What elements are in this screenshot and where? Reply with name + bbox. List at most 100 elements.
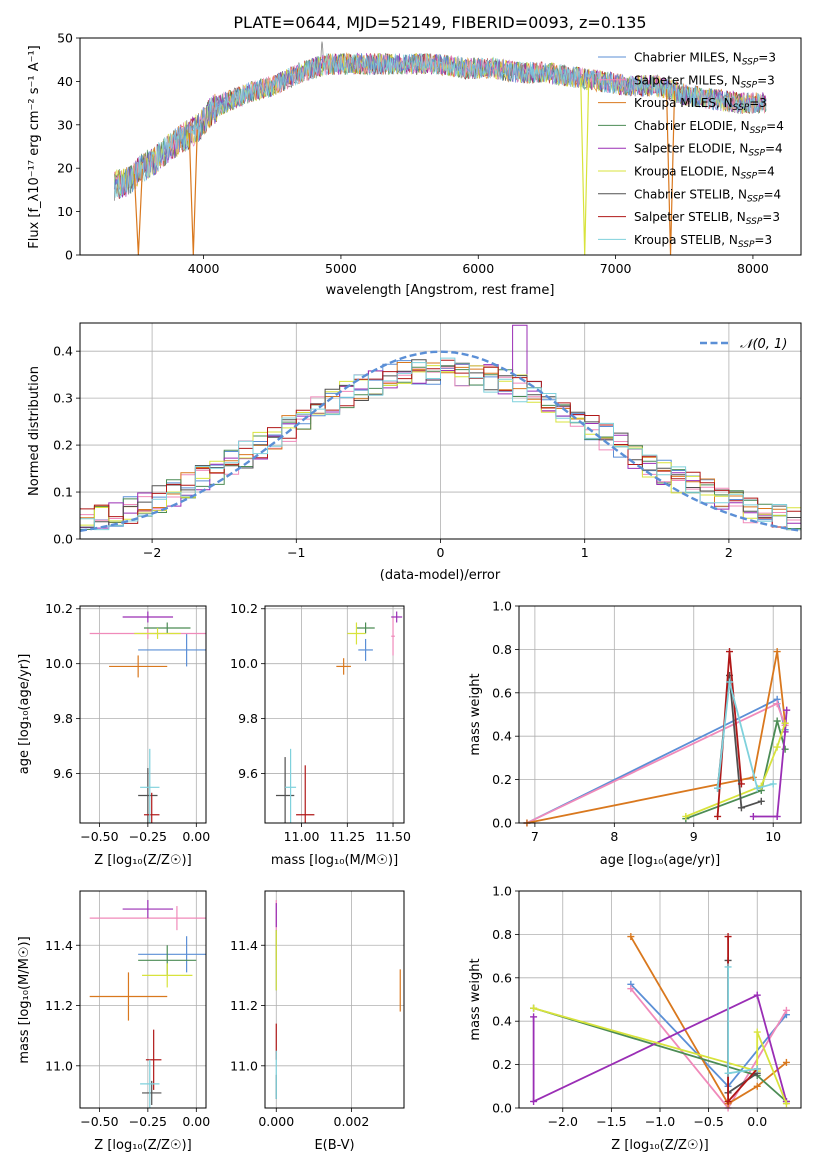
legend-entry: Salpeter MILES, NSSP=3 xyxy=(634,73,775,90)
errorbar-point xyxy=(138,768,158,823)
legend-suffix: =3 xyxy=(757,73,775,87)
errorbar-point xyxy=(391,611,403,623)
weight-marker xyxy=(781,719,789,727)
legend-subscript: SSP xyxy=(748,149,765,159)
x-tick-label: 0.00 xyxy=(182,829,210,844)
y-tick-label: 10.2 xyxy=(230,601,258,616)
y-tick-label: 1.0 xyxy=(492,884,512,899)
legend-entry: Salpeter STELIB, NSSP=3 xyxy=(634,210,780,227)
weight-marker xyxy=(682,812,690,820)
errorbar-point xyxy=(142,1080,162,1105)
y-tick-label: 9.8 xyxy=(53,711,73,726)
y-tick-label: 9.6 xyxy=(53,766,73,781)
errorbar-point xyxy=(285,748,297,823)
y-tick-label: 0.0 xyxy=(492,816,512,831)
legend-entry: Kroupa STELIB, NSSP=3 xyxy=(634,233,772,250)
errorbar-point xyxy=(145,1029,162,1090)
legend-label: Chabrier ELODIE, N xyxy=(634,119,750,133)
weight-marker xyxy=(782,1058,790,1066)
y-tick-label: 10.0 xyxy=(45,656,73,671)
weight-marker xyxy=(724,1069,732,1077)
x-tick-label: 11.25 xyxy=(329,829,365,844)
legend-subscript: SSP xyxy=(741,172,758,182)
weight-marker xyxy=(737,804,745,812)
y-tick-label: 0.2 xyxy=(53,438,73,453)
spectrum-line-salpeter-miles xyxy=(113,53,767,195)
y-tick-label: 11.4 xyxy=(45,938,73,953)
legend-label: Kroupa ELODIE, N xyxy=(634,165,741,179)
y-tick-label: 0.0 xyxy=(53,532,73,547)
axes-frame xyxy=(79,322,802,540)
y-tick-label: 11.0 xyxy=(230,1058,258,1073)
errorbar-point xyxy=(109,655,168,678)
legend-suffix: =3 xyxy=(754,233,772,247)
legend-entry: Kroupa MILES, NSSP=3 xyxy=(634,96,767,113)
x-tick-label: −0.5 xyxy=(693,1114,723,1129)
weight-marker xyxy=(530,1097,538,1105)
x-axis-label: Z [log₁₀(Z/Z☉)] xyxy=(94,853,191,868)
legend-suffix: =3 xyxy=(749,96,767,110)
weight-marker xyxy=(773,743,781,751)
plot-layer: 4000 5000 6000 7000 800001020304050Chabrier … xyxy=(17,31,802,1153)
weight-line-kroupa-stelib xyxy=(727,967,758,1075)
legend-entry: Chabrier ELODIE, NSSP=4 xyxy=(634,119,784,136)
y-tick-label: 0.8 xyxy=(492,927,512,942)
errorbar-point xyxy=(134,627,181,639)
axes-frame xyxy=(79,890,207,1109)
x-tick-label: 2 xyxy=(725,545,733,560)
weight-marker xyxy=(714,812,722,820)
legend-label: Salpeter ELODIE, N xyxy=(634,142,748,156)
legend-label: Salpeter STELIB, N xyxy=(634,210,746,224)
errorbar-point xyxy=(89,972,168,1021)
errorbar-point xyxy=(143,792,160,823)
axes-frame xyxy=(264,605,405,824)
y-axis-label: age [log₁₀(age/yr)] xyxy=(17,654,32,775)
weight-line-salpeter-elodie xyxy=(532,993,788,1103)
errorbar-point xyxy=(142,963,193,988)
y-tick-label: 10.0 xyxy=(230,656,258,671)
y-tick-label: 30 xyxy=(57,117,73,132)
x-axis-label: (data-model)/error xyxy=(380,568,501,583)
weight-marker xyxy=(769,780,777,788)
weight-marker xyxy=(627,985,635,993)
weight-marker xyxy=(773,700,781,708)
legend-subscript: SSP xyxy=(747,194,764,204)
x-tick-label: −1.0 xyxy=(645,1114,675,1129)
legend-label: Chabrier STELIB, N xyxy=(634,187,747,201)
errorbar-point xyxy=(140,1059,160,1108)
errorbar-point xyxy=(296,765,315,823)
x-tick-label: 0.000 xyxy=(258,1114,294,1129)
y-tick-label: 50 xyxy=(57,31,73,46)
legend-normal-label: 𝒩(0, 1) xyxy=(740,337,787,352)
weight-marker xyxy=(757,797,765,805)
x-tick-label: 0.002 xyxy=(334,1114,370,1129)
y-tick-label: 9.6 xyxy=(238,766,258,781)
x-tick-label: 1 xyxy=(581,545,589,560)
legend-label: Kroupa STELIB, N xyxy=(634,233,738,247)
histogram-kroupa-stelib xyxy=(80,357,801,531)
weight-line-salpeter-miles xyxy=(526,702,786,823)
x-tick-label: 0.0 xyxy=(747,1114,767,1129)
axes-frame xyxy=(79,37,802,256)
weight-marker xyxy=(773,812,781,820)
errorbar-point xyxy=(122,900,174,919)
x-tick-label: −0.50 xyxy=(80,829,118,844)
y-axis-label: mass weight xyxy=(468,958,483,1040)
y-tick-label: 40 xyxy=(57,74,73,89)
x-tick-label: 8000 xyxy=(737,261,769,276)
x-axis-label: Z [log₁₀(Z/Z☉)] xyxy=(611,1138,708,1153)
weight-marker xyxy=(753,1082,761,1090)
x-tick-label: −1 xyxy=(287,545,305,560)
y-tick-label: 0.1 xyxy=(53,485,73,500)
x-axis-label: E(B-V) xyxy=(314,1138,354,1153)
x-tick-label: −0.25 xyxy=(129,829,167,844)
y-tick-label: 0.0 xyxy=(492,1101,512,1116)
errorbar-point xyxy=(143,622,191,634)
figure-title: PLATE=0644, MJD=52149, FIBERID=0093, z=0… xyxy=(233,13,646,32)
weight-marker xyxy=(724,1097,732,1105)
errorbar-point xyxy=(138,936,206,973)
y-tick-label: 0 xyxy=(65,248,73,263)
plot-mass-vs-Z xyxy=(76,891,206,1112)
weight-marker xyxy=(782,1100,790,1108)
